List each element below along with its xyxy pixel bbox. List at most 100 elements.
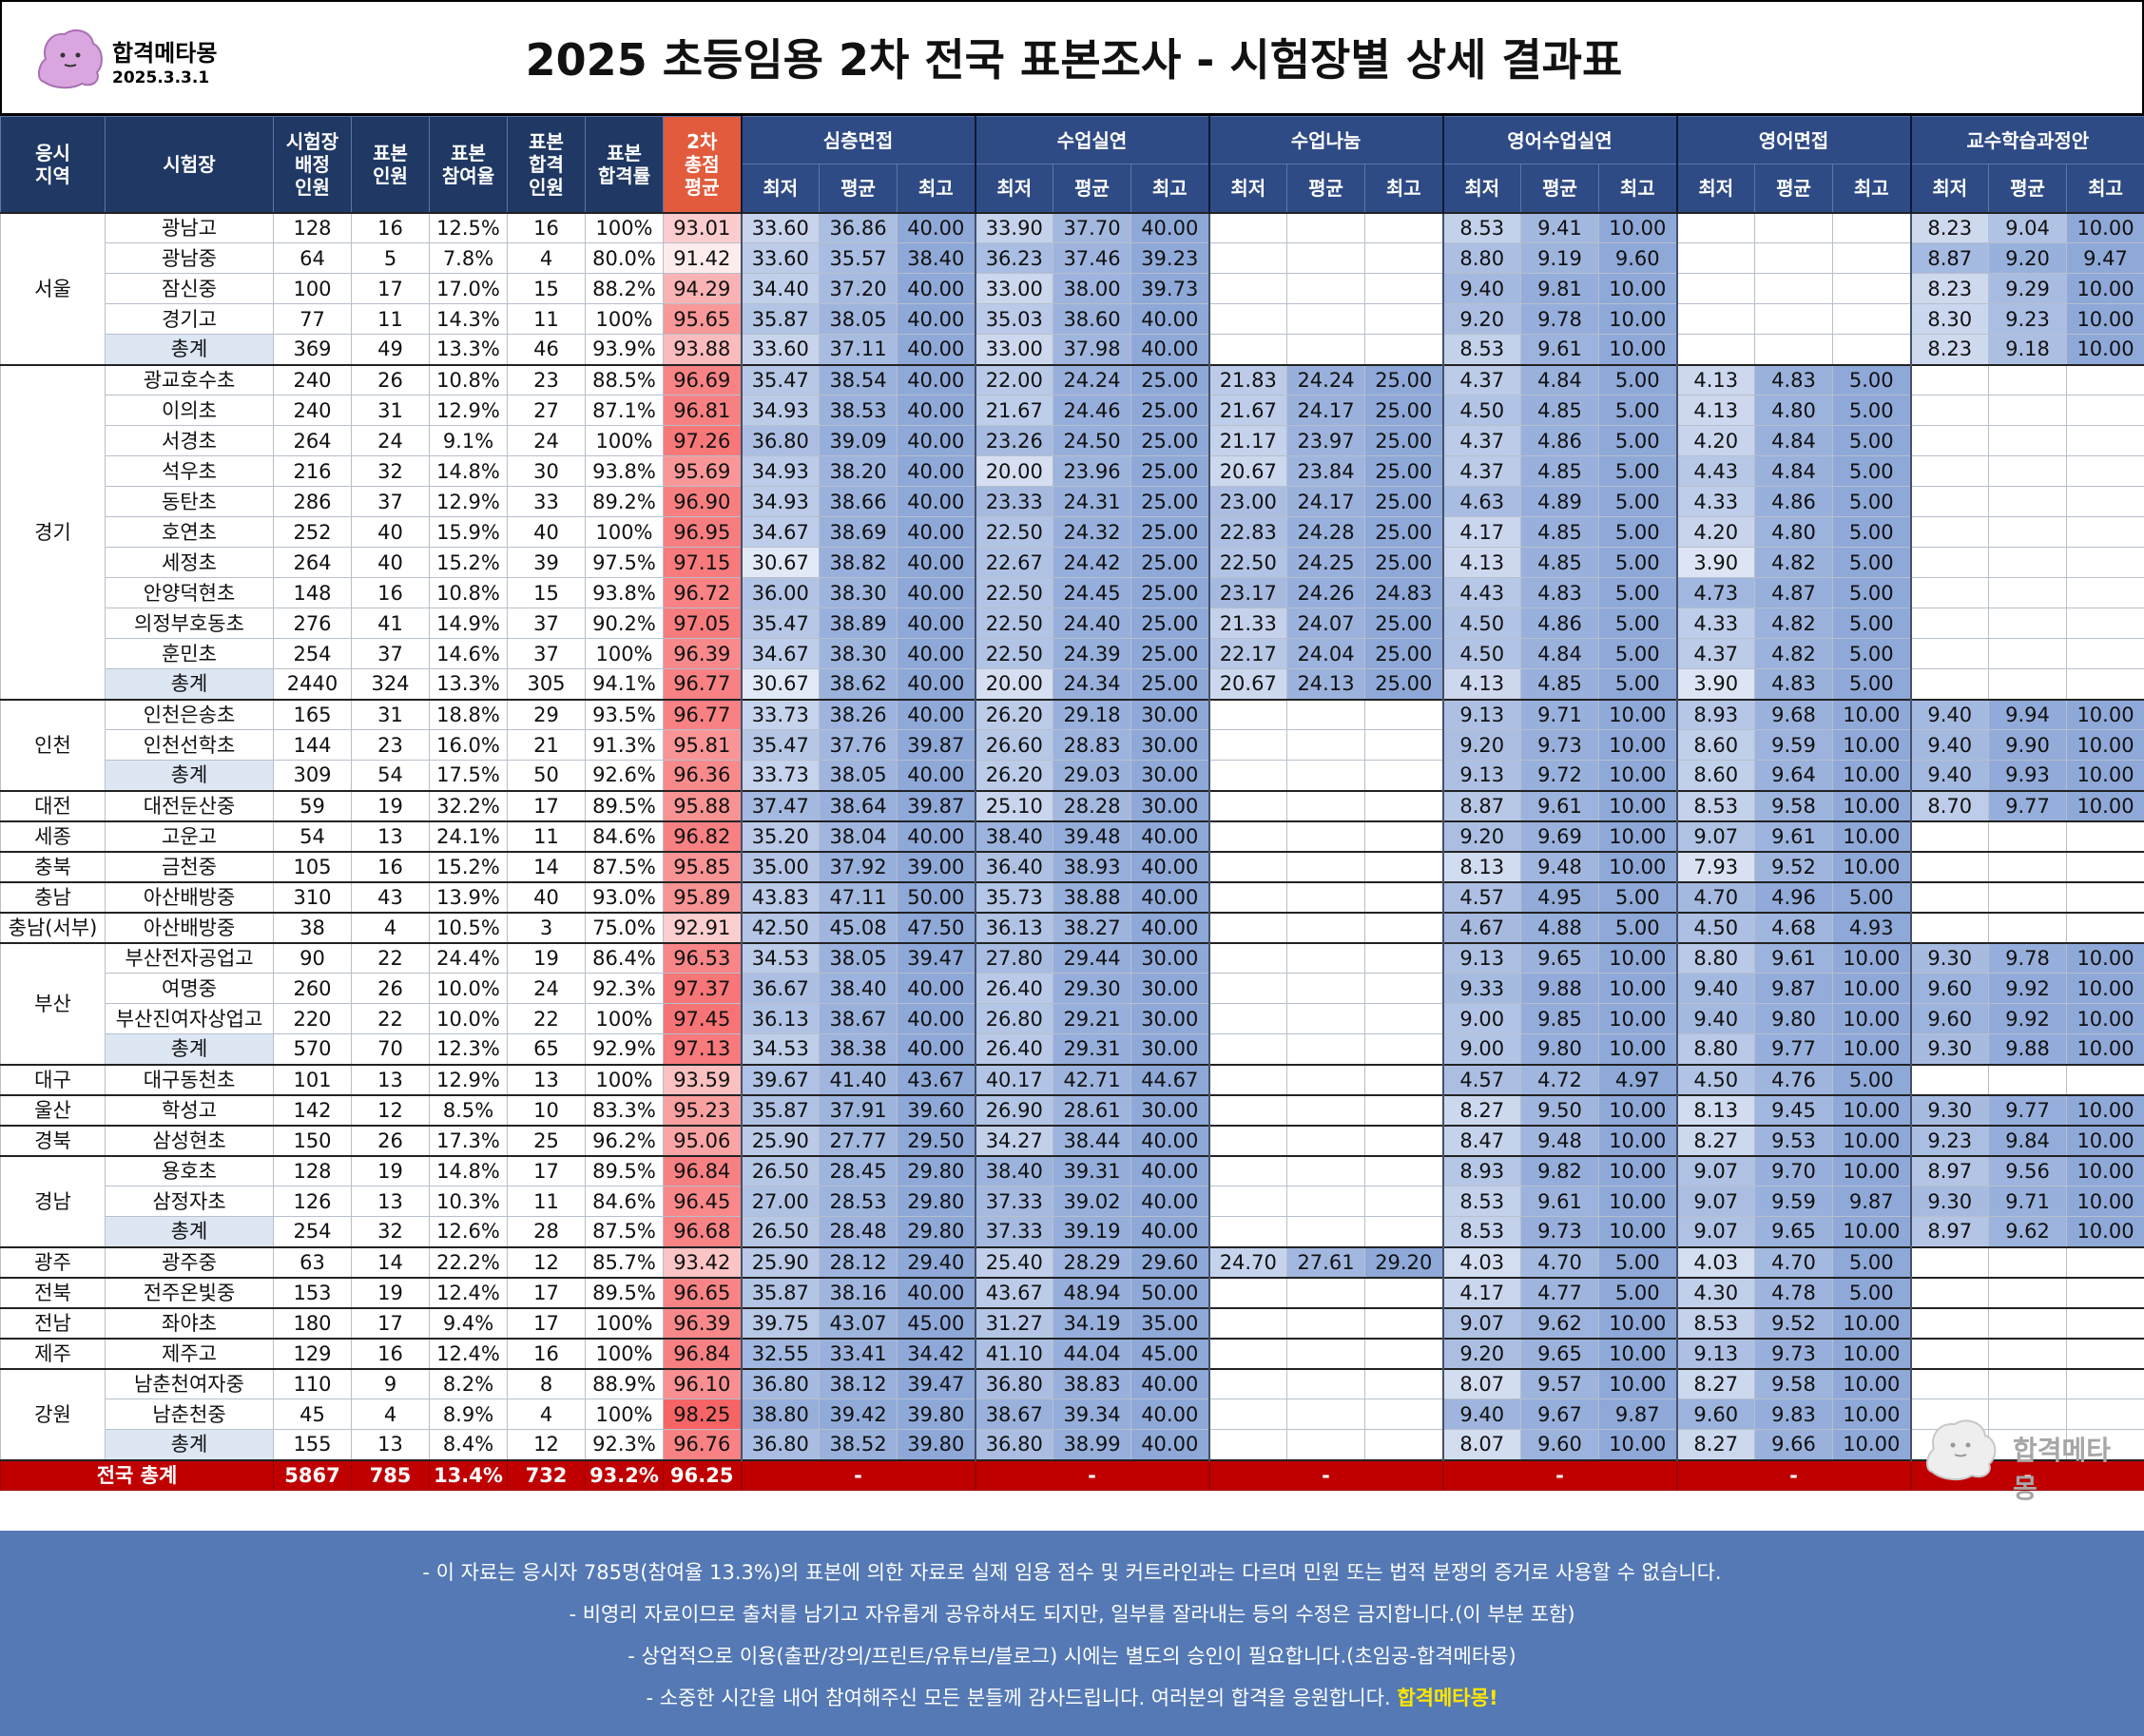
region-name: 경남 [0, 1154, 106, 1247]
score-cell: 9.77 [1988, 1093, 2067, 1126]
score-cell: 4.20 [1675, 425, 1755, 456]
score-cell: 9.62 [1520, 1306, 1599, 1339]
score-cell: 10.00 [1832, 850, 1911, 882]
empty-cell [1364, 1124, 1443, 1156]
score-cell: 10.00 [1598, 334, 1677, 365]
score-cell: 37.98 [1053, 334, 1131, 365]
score-cell: 38.88 [1053, 880, 1131, 913]
score-cell: 9.40 [1675, 1003, 1755, 1034]
score-cell: 35.03 [974, 303, 1053, 335]
score-cell: 9.92 [1988, 1003, 2067, 1034]
stat-cell: 5 [351, 242, 430, 274]
score-cell: 9.20 [1441, 303, 1521, 335]
score-cell: 40.00 [1130, 1429, 1209, 1460]
data-row: 훈민초 254 37 14.6% 37 100% 96.39 34.67 38.30 40.00 2… [1, 638, 2144, 669]
score-cell: 9.48 [1520, 1124, 1599, 1156]
score-cell: 34.93 [740, 486, 820, 517]
score-cell: 5.00 [1832, 1063, 1911, 1095]
score-cell: 9.61 [1520, 334, 1599, 365]
stat-cell: 286 [273, 486, 352, 517]
stat-cell: 14.3% [429, 303, 508, 335]
stat-cell: 309 [273, 760, 352, 791]
score-cell: 24.04 [1286, 638, 1365, 669]
stat-cell: 87.1% [585, 395, 664, 426]
score-cell: 9.68 [1754, 698, 1833, 730]
score-cell: 9.30 [1909, 1186, 1989, 1217]
score-cell: 35.87 [740, 303, 820, 335]
score-cell: 43.07 [819, 1306, 898, 1339]
score-cell: 9.82 [1520, 1154, 1599, 1186]
score-cell: 31.27 [974, 1306, 1053, 1339]
stat-cell: 17 [351, 273, 430, 304]
stat-cell: 88.9% [585, 1367, 664, 1399]
data-row: 잠신중 100 17 17.0% 15 88.2% 94.29 34.40 37.20 40.00… [1, 273, 2144, 304]
score-cell: 26.80 [974, 1003, 1053, 1034]
score-cell: 10.00 [2066, 760, 2144, 791]
score-cell: 25.00 [1130, 363, 1209, 395]
stat-cell: 17.5% [429, 760, 508, 791]
stat-cell: 90 [273, 941, 352, 974]
total-score: 93.88 [663, 334, 742, 365]
score-cell: 9.59 [1754, 729, 1833, 761]
score-cell: 8.23 [1909, 334, 1989, 365]
score-cell: 9.48 [1520, 850, 1599, 882]
stat-cell: 92.9% [585, 1033, 664, 1065]
score-cell: 48.94 [1053, 1276, 1131, 1308]
score-cell: 40.00 [897, 577, 975, 608]
stat-cell: 18.8% [429, 698, 508, 730]
score-cell: 33.60 [740, 242, 820, 274]
site-name: 좌야초 [105, 1306, 274, 1339]
score-cell: 9.07 [1675, 1186, 1755, 1217]
score-cell: 4.73 [1675, 577, 1755, 608]
empty-cell [1286, 1398, 1365, 1430]
score-cell: 40.17 [974, 1063, 1053, 1095]
score-cell: 44.67 [1130, 1063, 1209, 1095]
score-cell: 45.00 [897, 1306, 975, 1339]
stat-cell: 17 [351, 1306, 430, 1339]
stat-cell: 19 [351, 789, 430, 821]
stat-cell: 12.4% [429, 1337, 508, 1369]
score-cell: 38.27 [1053, 911, 1131, 943]
score-cell: 5.00 [1598, 363, 1677, 395]
score-cell: 25.00 [1130, 486, 1209, 517]
data-row: 세종 고운고 54 13 24.1% 11 84.6% 96.82 35.20 38.04 40.0… [0, 820, 2144, 852]
score-cell: 41.10 [974, 1337, 1053, 1369]
score-cell: 8.80 [1675, 941, 1755, 974]
score-cell: 28.61 [1053, 1093, 1131, 1126]
stat-cell: 32 [351, 455, 430, 487]
score-cell: 35.57 [819, 242, 898, 274]
region-name: 세종 [0, 820, 106, 852]
empty-cell [1364, 1063, 1443, 1095]
score-cell: 5.00 [1598, 425, 1677, 456]
score-cell: 22.50 [1207, 547, 1287, 578]
score-cell: 43.67 [974, 1276, 1053, 1308]
score-cell: 4.97 [1598, 1063, 1677, 1095]
total-score: 95.23 [663, 1093, 742, 1126]
stat-cell: 17.3% [429, 1124, 508, 1156]
empty-cell [1909, 608, 1989, 639]
sub-header: 평균 [1754, 164, 1833, 213]
empty-cell [1909, 820, 1989, 852]
national-group: - [974, 1458, 1209, 1491]
empty-cell [2066, 1367, 2144, 1399]
score-cell: 40.00 [897, 395, 975, 426]
column-header: 표본 합격률 [585, 116, 664, 213]
score-cell: 38.99 [1053, 1429, 1131, 1460]
stat-cell: 23 [351, 729, 430, 761]
score-cell: 24.32 [1053, 516, 1131, 548]
score-cell: 5.00 [1832, 547, 1911, 578]
empty-cell [1364, 334, 1443, 365]
score-cell: 33.41 [819, 1337, 898, 1369]
stat-cell: 84.6% [585, 1186, 664, 1217]
score-cell: 5.00 [1598, 547, 1677, 578]
data-row: 동탄초 286 37 12.9% 33 89.2% 96.90 34.93 38.66 40.00… [1, 486, 2144, 517]
score-cell: 20.00 [974, 455, 1053, 487]
score-cell: 5.00 [1832, 516, 1911, 548]
score-cell: 26.40 [974, 1033, 1053, 1065]
stat-cell: 7.8% [429, 242, 508, 274]
score-cell: 4.57 [1441, 1063, 1521, 1095]
score-cell: 4.67 [1441, 911, 1521, 943]
score-cell: 9.13 [1441, 698, 1521, 730]
score-cell: 40.00 [1130, 1216, 1209, 1247]
stat-cell: 100% [585, 211, 664, 243]
